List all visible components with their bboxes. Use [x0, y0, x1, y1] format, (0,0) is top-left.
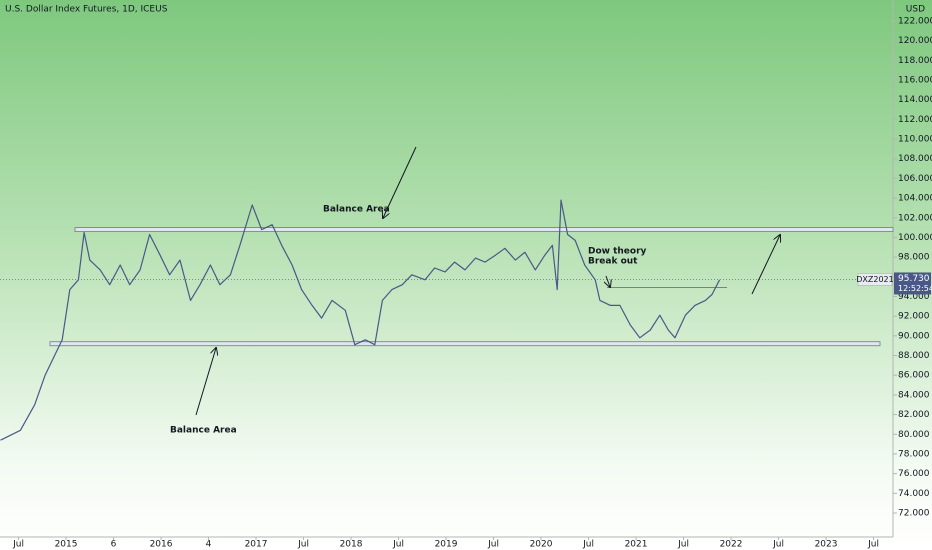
y-tick-label: 106.000	[898, 174, 932, 184]
y-tick-label: 72.000	[898, 508, 930, 518]
y-tick-label: 98.000	[898, 253, 930, 263]
x-tick-label: 2016	[150, 540, 173, 550]
y-tick-label: 114.000	[898, 95, 932, 105]
arrow	[751, 235, 780, 295]
x-tick-label: 2017	[245, 540, 268, 550]
x-tick-label: Jul	[297, 540, 309, 550]
x-tick-label: 2023	[815, 540, 838, 550]
x-tick-label: 6	[111, 540, 117, 550]
x-tick-label: 2022	[720, 540, 743, 550]
y-tick-label: 120.000	[898, 36, 932, 46]
y-tick-label: 84.000	[898, 390, 930, 400]
x-tick-label: 2018	[340, 540, 363, 550]
arrow	[195, 348, 216, 416]
arrow	[606, 275, 610, 287]
y-tick-label: 76.000	[898, 469, 930, 479]
y-unit: USD	[906, 5, 925, 15]
y-tick-label: 102.000	[898, 213, 932, 223]
y-tick-label: 92.000	[898, 312, 930, 322]
y-tick-label: 74.000	[898, 489, 930, 499]
y-tick-label: 108.000	[898, 154, 932, 164]
y-tick-label: 116.000	[898, 76, 932, 86]
x-tick-label: Jul	[392, 540, 404, 550]
balance-level	[74, 227, 894, 232]
annotation: Break out	[588, 257, 638, 267]
countdown-label: 12:52:54	[898, 284, 932, 293]
x-tick-label: Jul	[12, 540, 24, 550]
x-tick-label: Jul	[487, 540, 499, 550]
annotation: Balance Area	[170, 426, 237, 436]
y-tick-label: 90.000	[898, 331, 930, 341]
x-tick-label: Jul	[772, 540, 784, 550]
price-badge	[894, 272, 931, 295]
price-label: 95.730	[898, 274, 930, 284]
symbol-badge	[857, 273, 893, 286]
y-tick-label: 88.000	[898, 351, 930, 361]
y-tick-label: 78.000	[898, 449, 930, 459]
annotation: Dow theory	[588, 247, 647, 257]
y-tick-label: 110.000	[898, 135, 932, 145]
x-tick-label: 4	[206, 540, 212, 550]
x-tick-label: 2020	[530, 540, 553, 550]
y-tick-label: 118.000	[898, 56, 932, 66]
y-tick-label: 94.000	[898, 292, 930, 302]
y-tick-label: 86.000	[898, 371, 930, 381]
y-tick-label: 82.000	[898, 410, 930, 420]
x-tick-label: Jul	[677, 540, 689, 550]
y-tick-label: 80.000	[898, 430, 930, 440]
x-tick-label: 2015	[55, 540, 78, 550]
symbol-label: DXZ2021	[856, 275, 893, 284]
x-tick-label: Jul	[867, 540, 879, 550]
y-tick-label: 100.000	[898, 233, 932, 243]
y-tick-label: 104.000	[898, 194, 932, 204]
x-tick-label: Jul	[582, 540, 594, 550]
x-tick-label: 2021	[625, 540, 648, 550]
annotation: Balance Area	[323, 205, 390, 215]
balance-level	[49, 341, 881, 347]
arrow	[383, 146, 417, 218]
y-tick-label: 112.000	[898, 115, 932, 125]
y-tick-label: 122.000	[898, 16, 932, 26]
chart-title: U.S. Dollar Index Futures, 1D, ICEUS	[5, 5, 168, 15]
price-line	[0, 199, 721, 441]
x-tick-label: 2019	[435, 540, 458, 550]
